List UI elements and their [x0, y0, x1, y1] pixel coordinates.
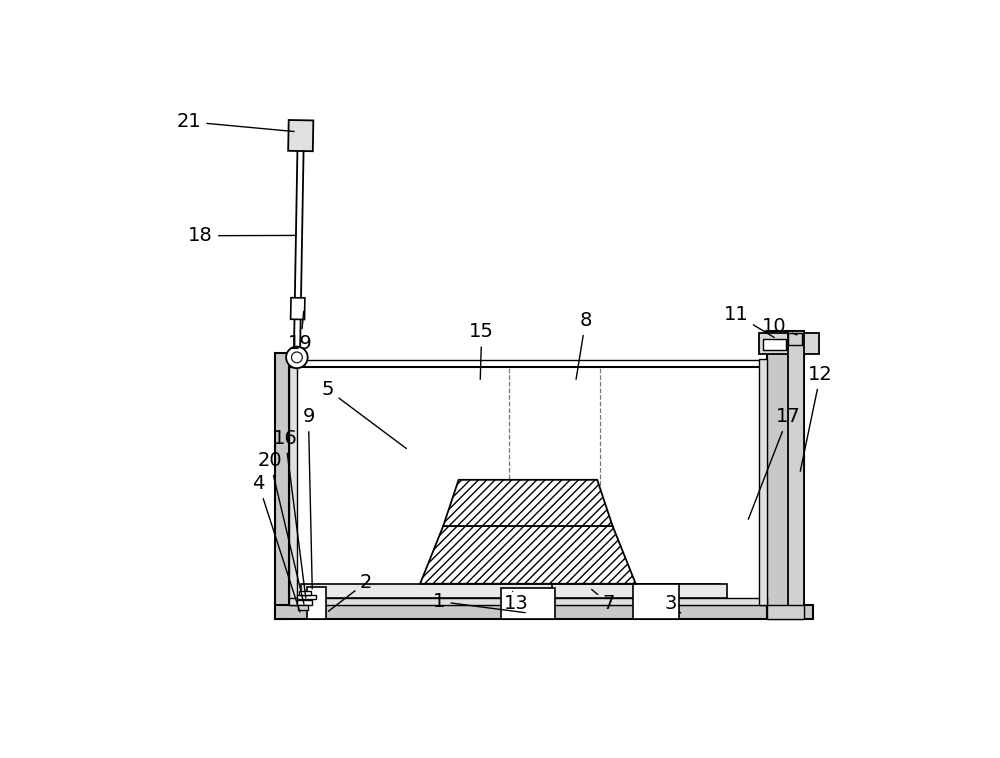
Polygon shape	[443, 480, 613, 526]
Bar	[759, 359, 767, 606]
Bar	[767, 606, 804, 619]
Circle shape	[286, 346, 308, 368]
Bar	[299, 590, 311, 594]
Text: 13: 13	[504, 591, 529, 613]
Bar	[301, 584, 720, 597]
Text: 12: 12	[800, 365, 833, 471]
Bar	[788, 333, 802, 345]
Text: 1: 1	[433, 592, 525, 612]
Bar	[297, 594, 316, 599]
Text: 18: 18	[188, 226, 296, 246]
Bar	[633, 584, 679, 619]
Text: 16: 16	[273, 429, 306, 598]
Text: 15: 15	[469, 322, 494, 379]
Polygon shape	[288, 120, 313, 152]
Bar	[289, 367, 297, 606]
Bar	[501, 587, 555, 619]
Bar	[788, 331, 804, 619]
Text: 4: 4	[252, 475, 300, 612]
Text: 11: 11	[723, 305, 774, 337]
Bar	[297, 600, 312, 606]
Bar	[552, 584, 727, 597]
Text: 20: 20	[258, 451, 304, 604]
Text: 5: 5	[321, 381, 406, 449]
Text: 10: 10	[762, 317, 797, 336]
Bar	[763, 339, 786, 349]
Text: 21: 21	[177, 112, 294, 132]
Text: 3: 3	[664, 594, 681, 613]
Circle shape	[292, 352, 302, 363]
Text: 2: 2	[328, 573, 372, 611]
Text: 19: 19	[288, 312, 313, 353]
Text: 8: 8	[576, 311, 592, 379]
Bar	[289, 597, 767, 606]
Text: 9: 9	[302, 407, 315, 589]
Polygon shape	[420, 526, 636, 584]
Bar	[275, 606, 813, 619]
Text: 7: 7	[592, 590, 615, 613]
Polygon shape	[291, 298, 305, 319]
Bar	[275, 352, 289, 619]
Bar	[759, 333, 819, 354]
Text: 17: 17	[748, 407, 801, 519]
Bar	[307, 587, 326, 619]
Bar	[767, 331, 804, 619]
Bar	[298, 605, 308, 610]
